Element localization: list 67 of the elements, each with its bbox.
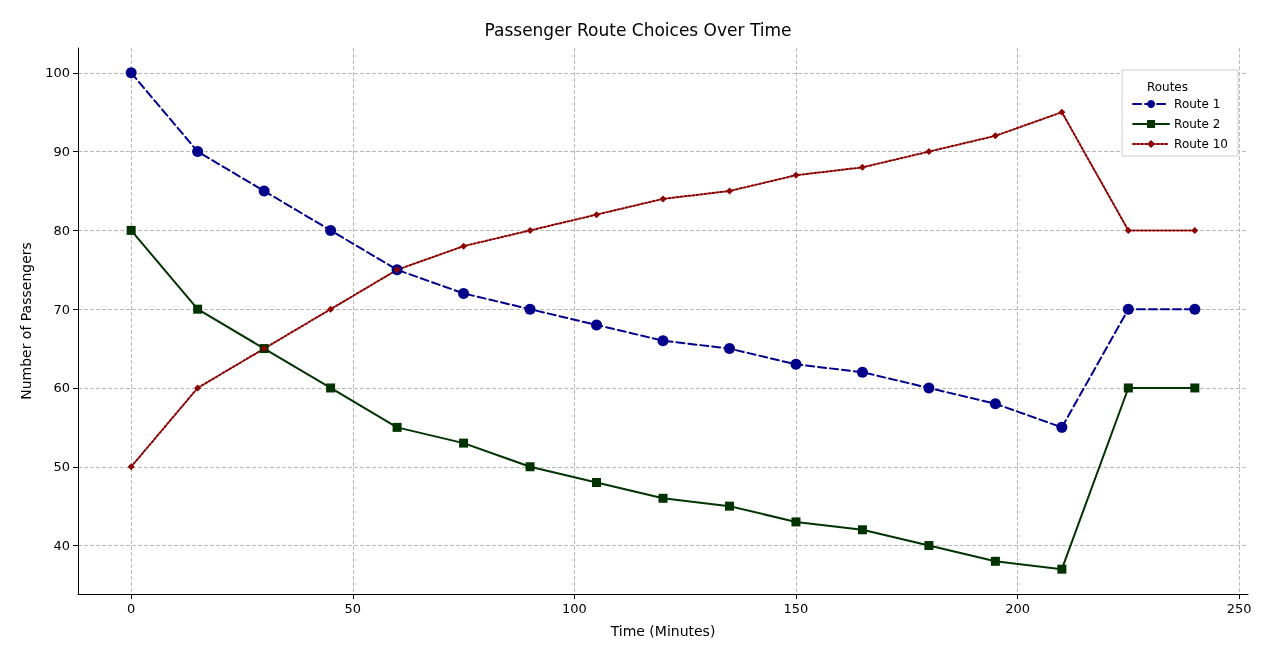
point [724,501,734,511]
y-tick-label: 80 [53,222,70,238]
x-tick-label: 150 [783,601,809,616]
point [194,384,202,392]
point [990,556,1000,566]
point [193,304,203,314]
point [526,226,534,234]
point [1123,383,1133,393]
legend-title: Routes [1146,80,1189,94]
point [127,463,135,471]
y-tick-label: 40 [53,538,70,554]
x-tick-label: 50 [344,601,362,616]
legend-label: Route 10 [1174,137,1228,151]
point [1058,108,1066,116]
legend-label: Route 2 [1174,117,1221,131]
point [591,319,603,331]
point [592,478,602,488]
point [192,146,204,158]
point [723,343,735,355]
y-tick-label: 90 [53,144,70,160]
point [327,305,335,313]
y-tick-label: 100 [45,65,70,81]
point [659,195,667,203]
point [791,517,801,527]
x-tick-label: 250 [1226,601,1252,616]
legend-label: Route 1 [1174,97,1221,111]
point [725,187,733,195]
point [593,211,601,219]
point [858,163,866,171]
y-tick-label: 70 [53,301,70,317]
point [991,132,999,140]
x-tick-label: 200 [1005,601,1030,616]
point [792,171,800,179]
point [392,422,402,432]
point [326,383,336,393]
point [460,242,468,250]
point [1124,226,1132,234]
x-axis-title: Time (Minutes) [609,623,716,639]
x-tick-label: 0 [127,601,136,616]
point [857,525,867,535]
point [125,67,137,79]
point [657,335,669,347]
y-tick-label: 60 [53,380,70,396]
point [524,303,536,315]
point [1122,303,1134,315]
point [925,148,933,156]
point [923,382,935,394]
point [1191,226,1199,234]
point [126,225,136,235]
point [258,185,270,197]
point [989,398,1001,410]
point [325,224,337,236]
point [1057,564,1067,574]
point [658,493,668,503]
point [1056,421,1068,433]
point [1189,303,1201,315]
point [1190,383,1200,393]
point [790,358,802,370]
x-tick-label: 100 [561,601,587,616]
y-tick-label: 50 [53,459,70,475]
point [459,438,469,448]
y-axis-title: Number of Passengers [18,242,34,400]
point [856,366,868,378]
point [525,462,535,472]
point [458,287,470,299]
point [924,541,934,551]
chart-title: Passenger Route Choices Over Time [484,19,792,40]
